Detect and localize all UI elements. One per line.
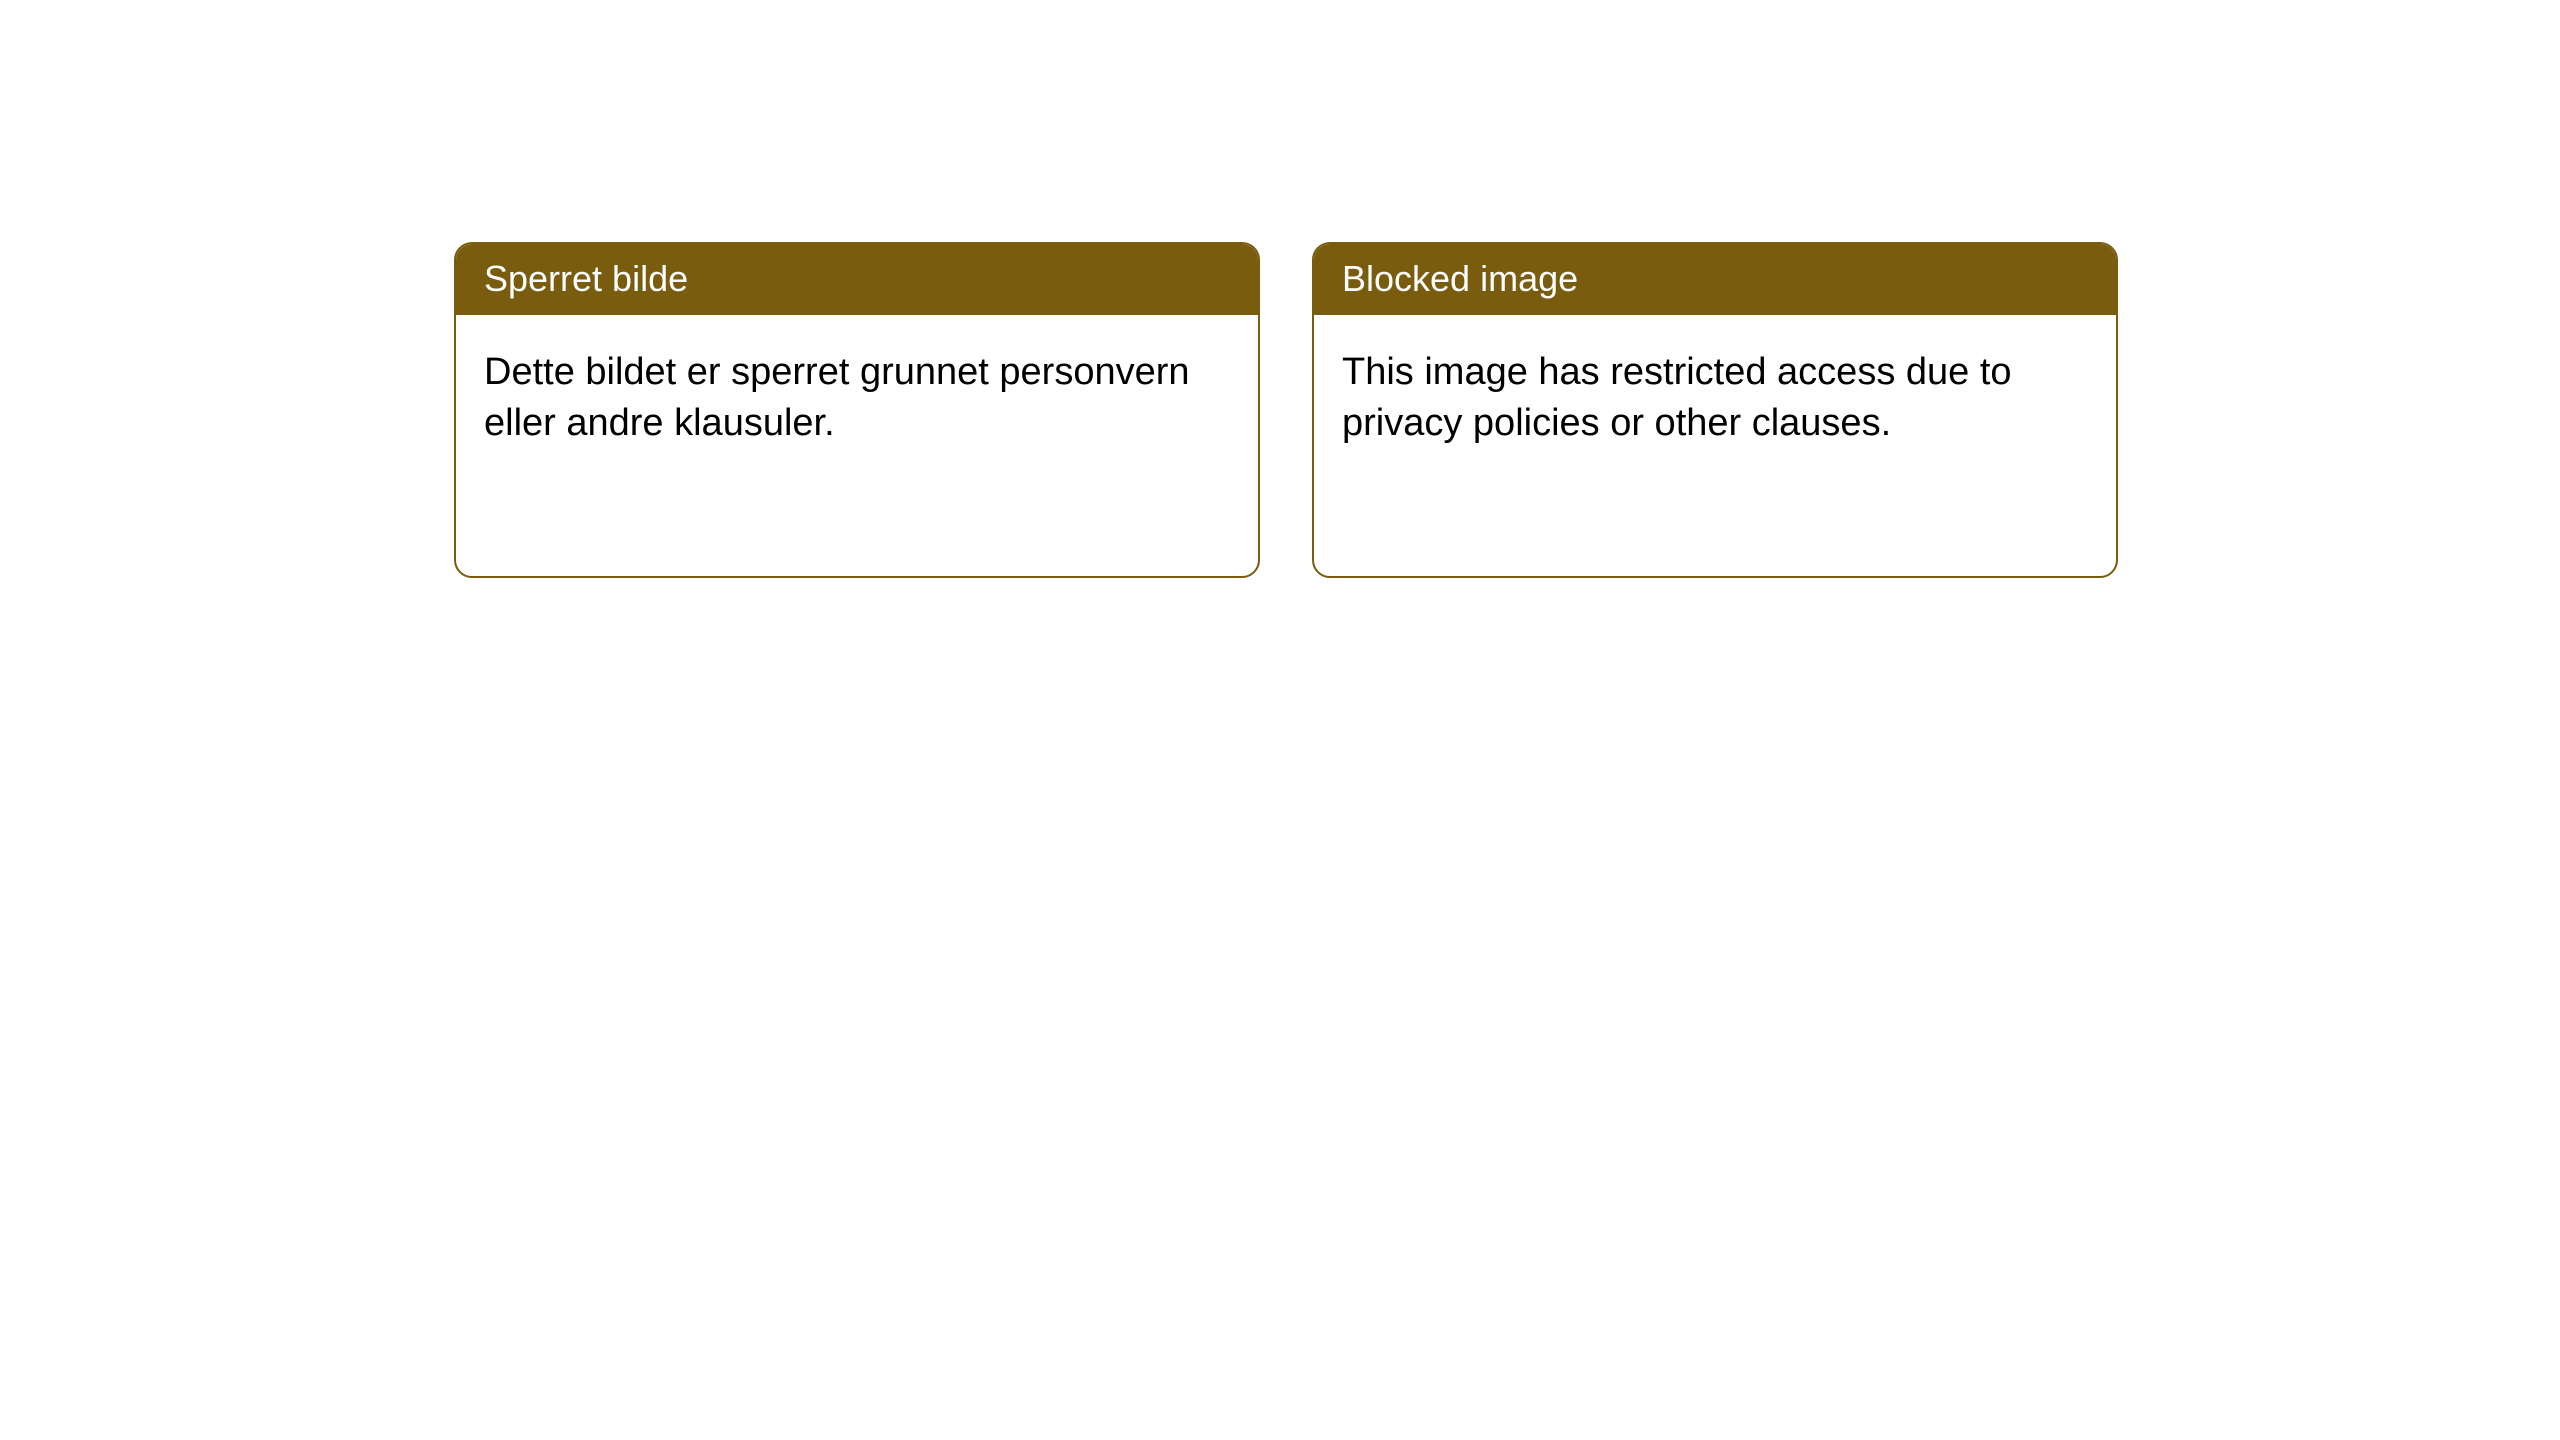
notice-container: Sperret bilde Dette bildet er sperret gr…	[0, 0, 2560, 578]
notice-card-title: Blocked image	[1314, 244, 2116, 315]
notice-card-norwegian: Sperret bilde Dette bildet er sperret gr…	[454, 242, 1260, 578]
notice-card-body: Dette bildet er sperret grunnet personve…	[456, 315, 1258, 482]
notice-card-title: Sperret bilde	[456, 244, 1258, 315]
notice-card-english: Blocked image This image has restricted …	[1312, 242, 2118, 578]
notice-card-body: This image has restricted access due to …	[1314, 315, 2116, 482]
